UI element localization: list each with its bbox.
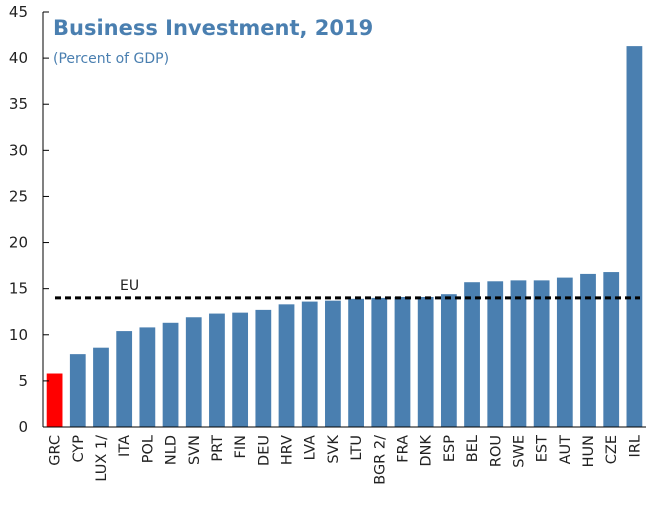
bar-grc <box>46 373 63 427</box>
bar-est <box>533 280 550 427</box>
bar-deu <box>255 309 272 427</box>
y-tick-label: 30 <box>9 141 28 159</box>
y-tick-label: 20 <box>9 234 28 252</box>
x-tick-label: HRV <box>280 435 296 465</box>
bar-ita <box>116 331 133 427</box>
bar-aut <box>556 277 573 427</box>
bar-hrv <box>278 304 295 427</box>
bar-svn <box>185 317 202 427</box>
x-tick-label: EST <box>535 435 551 462</box>
bar-hun <box>580 273 596 427</box>
bar-rou <box>487 281 504 427</box>
x-tick-label: NLD <box>164 435 180 465</box>
y-tick-label: 25 <box>9 187 28 205</box>
bar-pol <box>139 327 156 427</box>
x-tick-label: GRC <box>48 435 64 466</box>
bar-cyp <box>69 354 86 427</box>
bar-ltu <box>348 298 364 427</box>
x-tick-label: SVN <box>187 435 203 465</box>
bar-bel <box>464 282 480 427</box>
x-tick-label: HUN <box>581 435 597 467</box>
y-ticks-group: 0 5 10 15 20 25 30 35 40 45 <box>9 3 49 436</box>
x-tick-label: FRA <box>395 435 411 463</box>
x-tick-label: BEL <box>465 435 481 462</box>
x-tick-label: IRL <box>627 435 643 457</box>
chart-title: Business Investment, 2019 <box>53 16 373 40</box>
x-tick-label: LVA <box>303 435 319 460</box>
x-tick-label: PRT <box>210 435 226 462</box>
y-tick-label: 0 <box>18 418 28 436</box>
x-tick-label: LTU <box>349 435 365 461</box>
reference-line-group: EU <box>55 278 640 300</box>
y-tick-label: 5 <box>18 372 28 390</box>
bar-irl <box>626 46 643 428</box>
x-tick-label: POL <box>140 435 156 463</box>
y-tick-label: 45 <box>9 3 28 21</box>
x-tick-label: CZE <box>604 435 620 464</box>
bar-lva <box>301 301 318 427</box>
x-tick-label: SWE <box>511 435 527 468</box>
x-tick-label: FIN <box>233 435 249 458</box>
bar-dnk <box>417 296 434 427</box>
x-tick-label: DEU <box>256 435 272 466</box>
eu-reference-label: EU <box>120 278 139 294</box>
x-tick-label: ITA <box>117 435 133 457</box>
y-tick-label: 15 <box>9 280 28 298</box>
bars-group <box>46 46 643 428</box>
bar-fra <box>394 296 411 427</box>
bar-cze <box>603 272 620 427</box>
x-tick-label: LUX 1/ <box>94 435 110 482</box>
axes-group <box>42 12 646 428</box>
y-tick-label: 10 <box>9 326 28 344</box>
bar-lux1 <box>93 347 109 427</box>
chart-subtitle: (Percent of GDP) <box>53 51 169 67</box>
bar-bgr2 <box>371 297 388 427</box>
bar-nld <box>162 322 179 427</box>
bar-esp <box>440 294 457 427</box>
y-tick-label: 35 <box>9 95 28 113</box>
x-tick-label: BGR 2/ <box>372 435 388 485</box>
bar-fin <box>232 312 249 427</box>
x-tick-label: CYP <box>71 435 87 463</box>
x-tick-label: SVK <box>326 435 342 464</box>
x-tick-label: ESP <box>442 435 458 462</box>
bar-svk <box>325 300 341 427</box>
x-tick-label: AUT <box>558 435 574 465</box>
y-tick-label: 40 <box>9 49 28 67</box>
x-tick-label: DNK <box>419 435 435 467</box>
x-ticks-group: GRC CYP LUX 1/ITA POL NLD SVN PRT FIN DEU HRV LVA S… <box>48 435 644 485</box>
bar-prt <box>209 313 225 427</box>
bar-swe <box>510 280 527 427</box>
x-tick-label: ROU <box>488 435 504 467</box>
